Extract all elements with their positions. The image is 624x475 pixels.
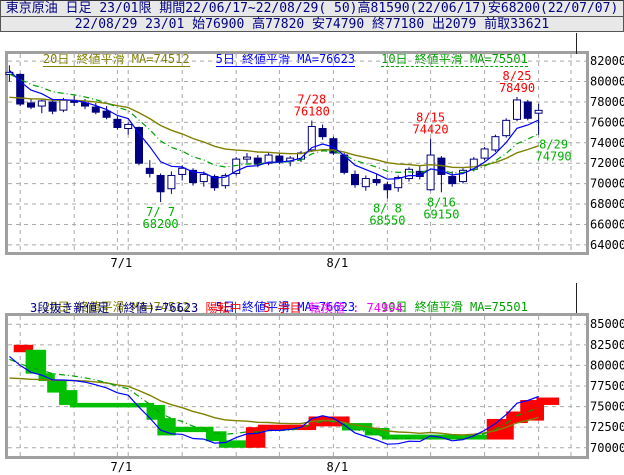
top-frame: [5, 51, 589, 255]
break-status: 陽転中: [205, 301, 242, 315]
candles: [5, 65, 543, 202]
svg-text:70000: 70000: [590, 177, 624, 191]
svg-text:72000: 72000: [590, 156, 624, 170]
bottom-chart-legend: 20日 終値平滑 MA=74512 5日 終値平滑 MA=76623 10日 終値平…: [14, 284, 554, 329]
svg-text:82500: 82500: [590, 338, 624, 352]
break-segments: [13, 344, 560, 448]
break-chart: 85000 82500 80000 77500 75000 72500 70000 7/1 8/…: [5, 313, 624, 473]
legend-ma20-2: 20日 終値平滑 MA=74512: [42, 300, 190, 315]
svg-text:77500: 77500: [590, 379, 624, 393]
ma5-line: [9, 355, 539, 445]
break-count: 5 手目: [263, 301, 302, 315]
break-reversal: 転換値 : 74994: [308, 301, 403, 315]
svg-text:8/16: 8/16: [427, 195, 456, 209]
legend-ma5-2: 5日 終値平滑 MA=76623: [215, 300, 356, 315]
svg-text:64000: 64000: [590, 238, 624, 252]
ma20-line: [9, 96, 539, 169]
header-line-1: 東京原油 日足 23/01限 期間22/06/17~22/08/29( 50)高…: [0, 0, 624, 17]
svg-text:8/1: 8/1: [327, 256, 349, 270]
svg-text:80000: 80000: [590, 75, 624, 89]
svg-text:68000: 68000: [590, 197, 624, 211]
svg-text:7/ 7: 7/ 7: [146, 205, 175, 219]
svg-text:7/28: 7/28: [297, 93, 326, 107]
svg-text:72500: 72500: [590, 420, 624, 434]
header-line-2: 22/08/29 23/01 始76900 高77820 安74790 終771…: [0, 17, 624, 32]
svg-text:8/29: 8/29: [539, 138, 568, 152]
legend-divider-top: [576, 33, 577, 54]
legend-divider-bottom: [576, 283, 577, 316]
svg-text:76180: 76180: [294, 105, 330, 119]
svg-text:74790: 74790: [536, 150, 572, 164]
svg-text:76000: 76000: [590, 115, 624, 129]
svg-text:78490: 78490: [499, 81, 535, 95]
break-label: 3段抜き新値足 (終値)=76623: [30, 301, 199, 315]
ma10-line: [9, 73, 539, 174]
svg-text:75000: 75000: [590, 400, 624, 414]
ma20-line: [9, 377, 539, 436]
candlestick-chart: 82000 80000 78000 76000 74000 72000 70000 68000…: [5, 51, 624, 270]
ma10-line: [9, 358, 539, 440]
ma5-line: [8, 69, 539, 180]
svg-text:7/1: 7/1: [111, 256, 133, 270]
svg-text:8/25: 8/25: [503, 69, 532, 83]
svg-text:8/15: 8/15: [416, 111, 445, 125]
legend-ma10-2: 10日 終値平滑 MA=75501: [381, 300, 528, 315]
svg-text:68200: 68200: [143, 217, 179, 231]
svg-text:78000: 78000: [590, 95, 624, 109]
legend-ma20: 20日 終値平滑 MA=74512: [42, 52, 190, 67]
svg-text:82000: 82000: [590, 54, 624, 68]
svg-text:68550: 68550: [369, 213, 405, 227]
svg-text:70000: 70000: [590, 441, 624, 455]
svg-text:8/1: 8/1: [327, 460, 349, 473]
break-chart-info: 3段抜き新値足 (終値)=76623 陽転中 5 手目 転換値 : 74994: [30, 299, 403, 316]
svg-text:8/ 8: 8/ 8: [373, 201, 402, 215]
svg-text:74000: 74000: [590, 136, 624, 150]
svg-text:66000: 66000: [590, 217, 624, 231]
svg-text:69150: 69150: [423, 207, 459, 221]
svg-text:74420: 74420: [413, 123, 449, 137]
bottom-frame: [5, 313, 589, 459]
svg-text:80000: 80000: [590, 358, 624, 372]
svg-text:85000: 85000: [590, 317, 624, 331]
legend-ma5: 5日 終値平滑 MA=76623: [215, 52, 356, 67]
svg-text:7/1: 7/1: [111, 460, 133, 473]
